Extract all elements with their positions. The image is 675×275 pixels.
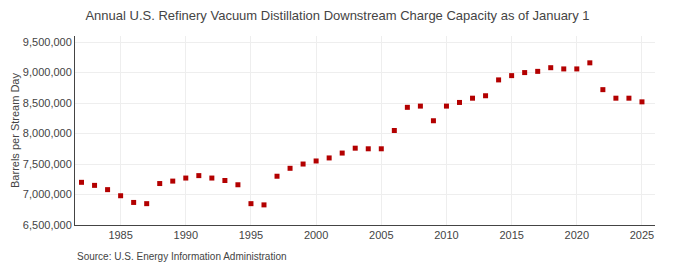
- svg-text:7,000,000: 7,000,000: [23, 188, 72, 200]
- svg-text:7,500,000: 7,500,000: [23, 158, 72, 170]
- svg-text:8,000,000: 8,000,000: [23, 127, 72, 139]
- svg-text:1990: 1990: [174, 229, 198, 241]
- svg-text:9,500,000: 9,500,000: [23, 36, 72, 48]
- svg-text:Annual U.S. Refinery Vacuum Di: Annual U.S. Refinery Vacuum Distillation…: [85, 8, 589, 23]
- svg-text:2000: 2000: [304, 229, 328, 241]
- svg-text:Source: U.S. Energy Informatio: Source: U.S. Energy Information Administ…: [77, 251, 287, 262]
- svg-text:8,500,000: 8,500,000: [23, 97, 72, 109]
- svg-text:Barrels per Stream Day: Barrels per Stream Day: [9, 73, 21, 188]
- svg-text:2005: 2005: [369, 229, 393, 241]
- svg-text:2015: 2015: [499, 229, 523, 241]
- svg-text:1995: 1995: [239, 229, 263, 241]
- svg-text:1985: 1985: [108, 229, 132, 241]
- svg-text:2010: 2010: [434, 229, 458, 241]
- svg-text:2020: 2020: [565, 229, 589, 241]
- svg-text:6,500,000: 6,500,000: [23, 219, 72, 231]
- svg-text:9,000,000: 9,000,000: [23, 66, 72, 78]
- svg-text:2025: 2025: [630, 229, 654, 241]
